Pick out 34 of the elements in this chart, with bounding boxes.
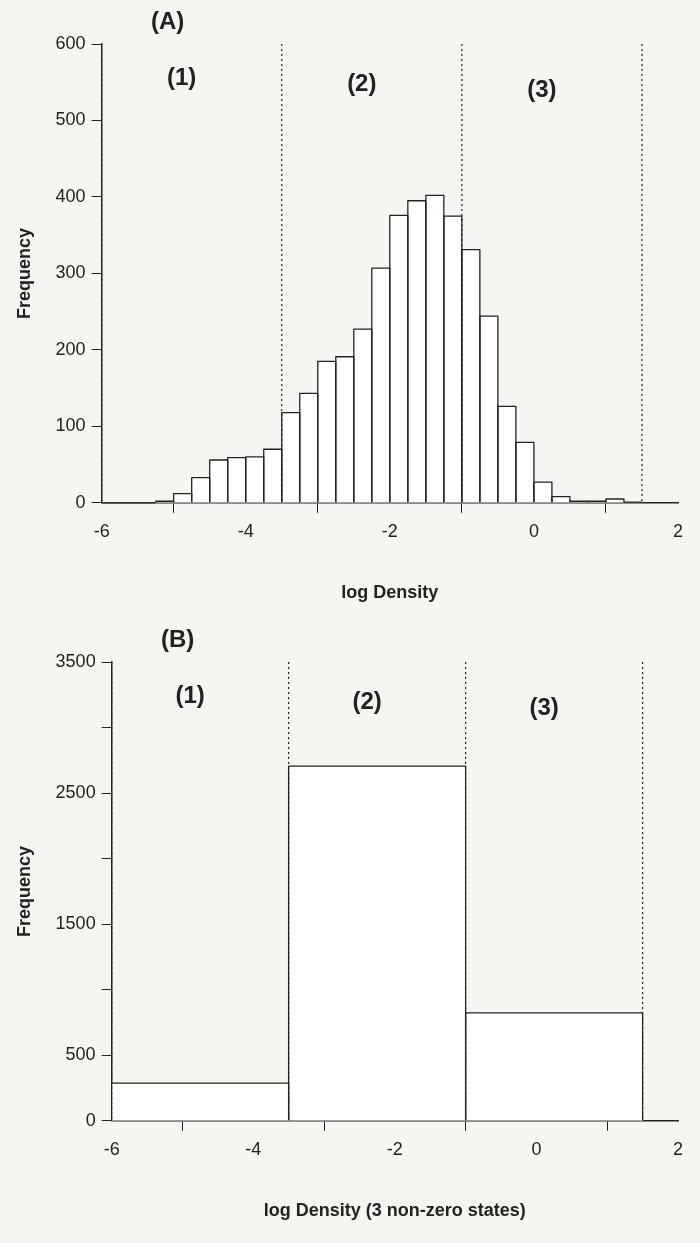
x-axis-title: log Density [341,582,439,603]
y-tick-label: 500 [55,109,86,130]
y-tick-label: 400 [55,185,86,206]
x-axis-title: log Density (3 non-zero states) [263,1200,526,1221]
y-tick-label: 300 [55,262,86,283]
y-tick-label: 2500 [55,782,96,803]
x-tick-label: -4 [245,1138,262,1159]
x-tick-label: 2 [672,1138,684,1159]
annotation: (1) [175,680,205,708]
y-tick-label: 3500 [55,650,96,671]
y-tick-label: 0 [75,491,86,512]
x-tick-label: -2 [386,1138,403,1159]
x-tick-label: 0 [531,1138,542,1159]
y-axis-title: Frequency [13,227,34,319]
x-tick-label: 0 [528,520,539,541]
annotation: (2) [347,68,377,96]
x-tick-label: 2 [672,520,684,541]
chart-title: (A) [150,6,185,34]
annotation: (2) [352,686,382,714]
y-tick-label: 200 [55,338,86,359]
x-tick-label: -4 [237,520,254,541]
y-tick-label: 0 [85,1109,96,1130]
y-axis-title: Frequency [13,845,34,937]
x-tick-label: -2 [381,520,398,541]
y-tick-label: 500 [65,1044,96,1065]
y-tick-label: 600 [55,32,86,53]
x-tick-label: -6 [93,520,110,541]
y-tick-label: 100 [55,415,86,436]
chart-title: (B) [160,624,195,652]
annotation: (3) [527,74,557,102]
annotation: (1) [167,62,197,90]
x-tick-label: -6 [103,1138,120,1159]
annotation: (3) [529,692,559,720]
y-tick-label: 1500 [55,913,96,934]
